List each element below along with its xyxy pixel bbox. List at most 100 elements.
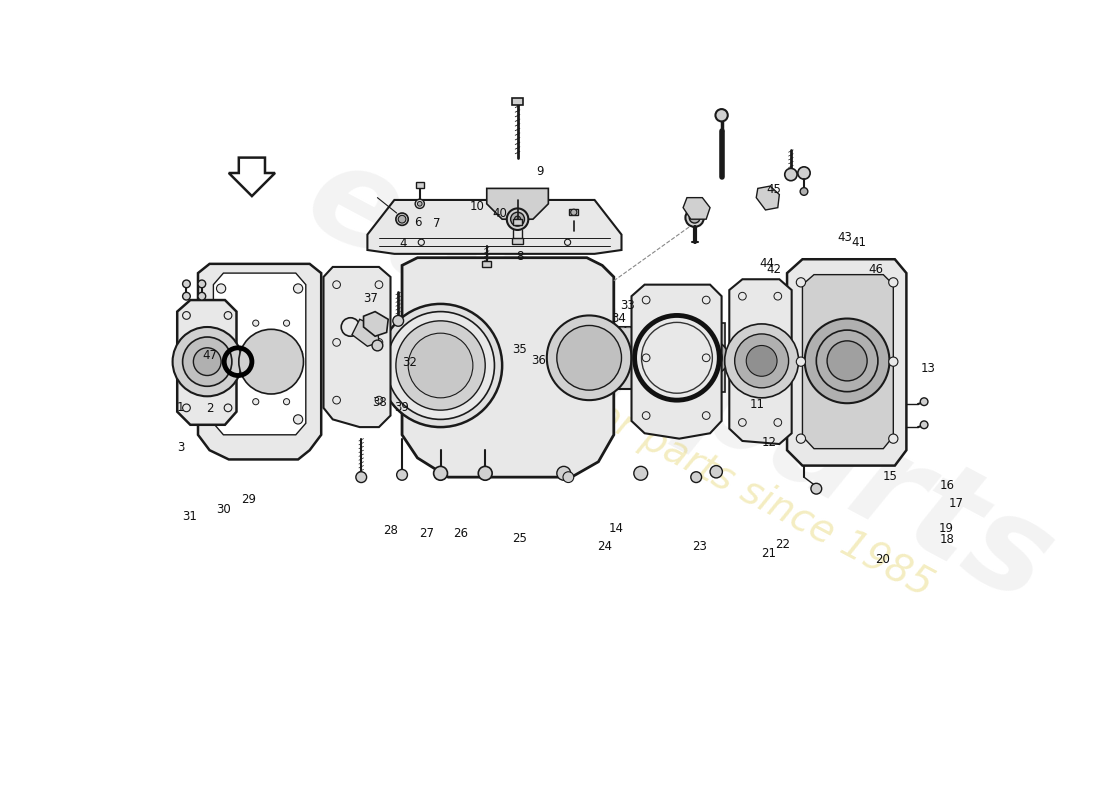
Text: 40: 40: [493, 206, 508, 219]
Polygon shape: [198, 264, 321, 459]
Circle shape: [253, 398, 258, 405]
Circle shape: [387, 312, 495, 419]
Polygon shape: [352, 319, 378, 346]
Circle shape: [183, 337, 232, 386]
Bar: [569, 209, 579, 215]
Circle shape: [564, 239, 571, 246]
Text: 12: 12: [761, 436, 777, 449]
Circle shape: [695, 341, 728, 374]
Circle shape: [253, 320, 258, 326]
Text: 19: 19: [939, 522, 954, 535]
Polygon shape: [788, 259, 906, 466]
Text: a passion for parts since 1985: a passion for parts since 1985: [404, 296, 939, 605]
Circle shape: [415, 199, 425, 209]
Circle shape: [784, 168, 798, 181]
Circle shape: [711, 466, 723, 478]
Circle shape: [183, 404, 190, 412]
Polygon shape: [367, 200, 622, 254]
Circle shape: [375, 281, 383, 289]
Circle shape: [703, 412, 711, 419]
Circle shape: [510, 212, 525, 226]
Circle shape: [408, 333, 473, 398]
Circle shape: [418, 202, 422, 206]
Text: 23: 23: [692, 541, 706, 554]
Circle shape: [642, 412, 650, 419]
Text: 18: 18: [940, 533, 955, 546]
Circle shape: [642, 296, 650, 304]
Circle shape: [183, 292, 190, 300]
Circle shape: [217, 414, 226, 424]
Text: 34: 34: [612, 313, 626, 326]
Polygon shape: [486, 188, 548, 219]
Text: 14: 14: [608, 522, 624, 535]
Circle shape: [634, 466, 648, 480]
Polygon shape: [606, 327, 703, 389]
Circle shape: [173, 327, 242, 396]
Bar: [482, 261, 492, 267]
Circle shape: [355, 472, 366, 482]
Circle shape: [798, 167, 810, 179]
Circle shape: [690, 212, 700, 223]
Text: 17: 17: [948, 498, 964, 510]
Text: 6: 6: [415, 216, 421, 229]
Text: 45: 45: [767, 183, 781, 196]
Text: 38: 38: [372, 396, 386, 410]
Text: 31: 31: [182, 510, 197, 522]
Circle shape: [921, 398, 928, 406]
Text: 22: 22: [774, 538, 790, 551]
Circle shape: [746, 346, 777, 376]
Circle shape: [796, 434, 805, 443]
Circle shape: [198, 280, 206, 288]
Bar: [416, 182, 424, 188]
Text: 47: 47: [202, 350, 217, 362]
Polygon shape: [242, 309, 300, 418]
Circle shape: [796, 357, 805, 366]
Bar: [513, 219, 522, 226]
Text: 2: 2: [206, 402, 213, 415]
Text: 28: 28: [383, 524, 397, 537]
Text: 3: 3: [177, 441, 185, 454]
Circle shape: [774, 292, 782, 300]
Circle shape: [515, 216, 520, 222]
Polygon shape: [803, 274, 893, 449]
Circle shape: [378, 304, 503, 427]
Circle shape: [571, 209, 576, 215]
Circle shape: [396, 321, 485, 410]
Circle shape: [198, 292, 206, 300]
Polygon shape: [229, 158, 275, 196]
Circle shape: [398, 215, 406, 223]
Text: 43: 43: [837, 231, 852, 244]
Circle shape: [703, 296, 711, 304]
Polygon shape: [631, 285, 722, 438]
Text: 46: 46: [868, 263, 883, 276]
Circle shape: [735, 334, 789, 388]
Text: 11: 11: [749, 398, 764, 410]
Text: 39: 39: [394, 401, 408, 414]
Text: 36: 36: [531, 354, 546, 367]
Polygon shape: [683, 198, 711, 219]
Circle shape: [332, 396, 341, 404]
Text: 44: 44: [759, 257, 774, 270]
Polygon shape: [363, 311, 388, 336]
Text: 37: 37: [363, 291, 378, 305]
Circle shape: [393, 315, 404, 326]
Circle shape: [239, 330, 304, 394]
Circle shape: [563, 472, 574, 482]
Polygon shape: [323, 267, 390, 427]
Circle shape: [805, 318, 890, 403]
Text: 8: 8: [516, 250, 524, 262]
Circle shape: [507, 209, 528, 230]
Text: europparts: europparts: [286, 131, 1072, 630]
Circle shape: [341, 318, 360, 336]
Circle shape: [284, 398, 289, 405]
Circle shape: [889, 357, 898, 366]
Polygon shape: [213, 273, 306, 435]
Text: 25: 25: [513, 532, 527, 545]
Polygon shape: [698, 323, 726, 393]
Circle shape: [224, 311, 232, 319]
Circle shape: [725, 324, 799, 398]
Text: 21: 21: [761, 546, 777, 559]
Text: 10: 10: [470, 200, 485, 214]
Circle shape: [183, 311, 190, 319]
Text: 27: 27: [419, 527, 435, 540]
